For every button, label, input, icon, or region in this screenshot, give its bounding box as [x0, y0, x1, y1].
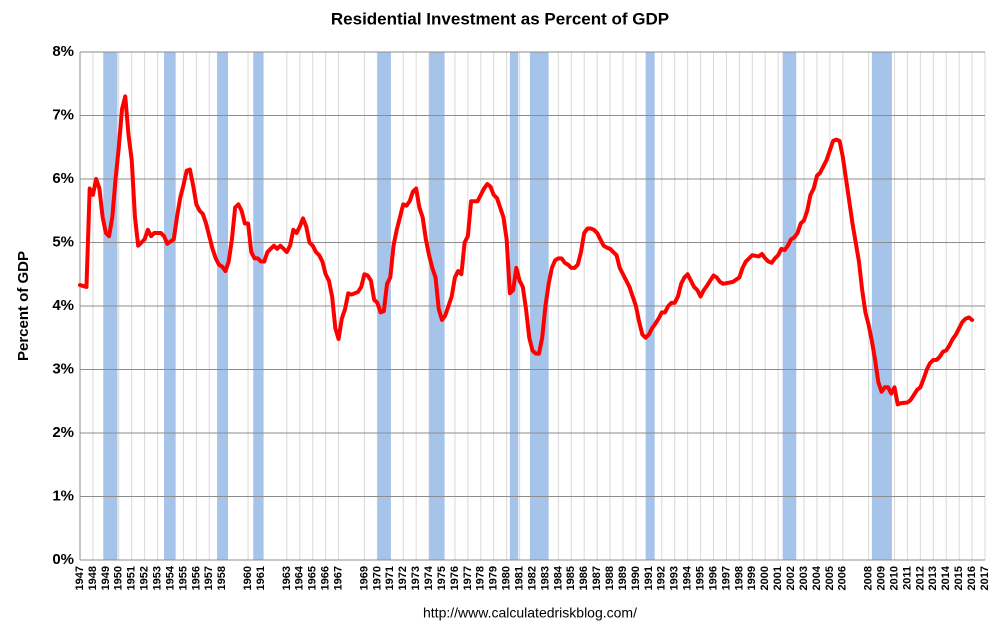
x-tick-label: 1999: [746, 566, 758, 590]
x-tick-label: 2013: [927, 566, 939, 590]
x-tick-label: 1953: [151, 566, 163, 590]
x-tick-label: 2002: [785, 566, 797, 590]
source-note: http://www.calculatedriskblog.com/: [423, 605, 637, 621]
x-tick-label: 1991: [643, 566, 655, 590]
x-tick-label: 1984: [552, 565, 564, 590]
x-tick-label: 2011: [901, 566, 913, 590]
x-tick-label: 1947: [74, 566, 86, 590]
x-tick-label: 1996: [707, 566, 719, 590]
x-tick-label: 1956: [190, 566, 202, 590]
x-tick-label: 1958: [216, 566, 228, 590]
x-tick-label: 1985: [565, 566, 577, 590]
data-line: [78, 94, 975, 407]
x-tick-label: 1992: [656, 566, 668, 590]
x-tick-label: 2000: [759, 566, 771, 590]
y-tick-label: 3%: [52, 360, 74, 377]
x-tick-label: 1964: [294, 565, 306, 590]
x-tick-label: 1954: [164, 565, 176, 590]
x-tick-label: 2012: [914, 566, 926, 590]
x-tick-label: 1983: [539, 566, 551, 590]
x-tick-label: 1979: [488, 566, 500, 590]
x-tick-label: 1957: [203, 566, 215, 590]
chart-title: Residential Investment as Percent of GDP: [331, 9, 669, 28]
x-tick-label: 1972: [397, 566, 409, 590]
x-tick-label: 2006: [837, 566, 849, 590]
x-tick-label: 1981: [513, 566, 525, 590]
x-tick-label: 1961: [255, 566, 267, 590]
y-tick-label: 5%: [52, 233, 74, 250]
x-tick-label: 2001: [772, 566, 784, 590]
x-tick-label: 1975: [436, 566, 448, 590]
x-tick-label: 1994: [682, 565, 694, 590]
y-tick-label: 8%: [52, 43, 74, 60]
x-tick-label: 1967: [332, 566, 344, 590]
y-tick-label: 2%: [52, 424, 74, 441]
y-tick-label: 7%: [52, 106, 74, 123]
x-tick-label: 1988: [604, 566, 616, 590]
x-tick-label: 1995: [694, 566, 706, 590]
y-tick-label: 4%: [52, 297, 74, 314]
x-tick-label: 1997: [720, 566, 732, 590]
x-tick-label: 1949: [100, 566, 112, 590]
x-tick-label: 1971: [384, 566, 396, 590]
x-tick-label: 1977: [462, 566, 474, 590]
y-tick-label: 0%: [52, 551, 74, 568]
x-tick-label: 1955: [177, 566, 189, 590]
x-tick-label: 2016: [966, 566, 978, 590]
x-tick-label: 1976: [449, 566, 461, 590]
x-tick-label: 1986: [578, 566, 590, 590]
x-tick-label: 1948: [87, 566, 99, 590]
x-tick-label: 1980: [501, 566, 513, 590]
x-tick-label: 1987: [591, 566, 603, 590]
x-tick-label: 2005: [824, 566, 836, 590]
x-tick-label: 1970: [371, 566, 383, 590]
x-tick-label: 1960: [242, 566, 254, 590]
x-tick-label: 1978: [475, 566, 487, 590]
x-tick-label: 1990: [630, 566, 642, 590]
x-tick-label: 1993: [669, 566, 681, 590]
plot-area: 1947 1948 1949 1950 1951 1952 1953 1954 1955 1956…: [52, 43, 991, 591]
x-tick-label: 1952: [139, 566, 151, 590]
y-tick-label: 6%: [52, 170, 74, 187]
x-tick-label: 2004: [811, 565, 823, 590]
y-tick-label: 1%: [52, 487, 74, 504]
x-tick-label: 1966: [320, 566, 332, 590]
x-tick-label: 1951: [126, 566, 138, 590]
x-tick-label: 2009: [875, 566, 887, 590]
x-tick-label: 2015: [953, 566, 965, 590]
x-tick-label: 1982: [526, 566, 538, 590]
x-tick-label: 1969: [358, 566, 370, 590]
x-tick-label: 2003: [798, 566, 810, 590]
x-tick-label: 1965: [307, 566, 319, 590]
y-axis-label: Percent of GDP: [15, 251, 32, 361]
x-tick-label: 2010: [888, 566, 900, 590]
x-tick-label: 1974: [423, 565, 435, 590]
x-tick-label: 1973: [410, 566, 422, 590]
x-tick-label: 1998: [733, 566, 745, 590]
x-tick-label: 1950: [113, 566, 125, 590]
x-tick-label: 1963: [281, 566, 293, 590]
x-tick-label: 2008: [863, 566, 875, 590]
x-tick-label: 1989: [617, 566, 629, 590]
x-tick-label: 2017: [979, 566, 991, 590]
x-tick-label: 2014: [940, 565, 952, 590]
